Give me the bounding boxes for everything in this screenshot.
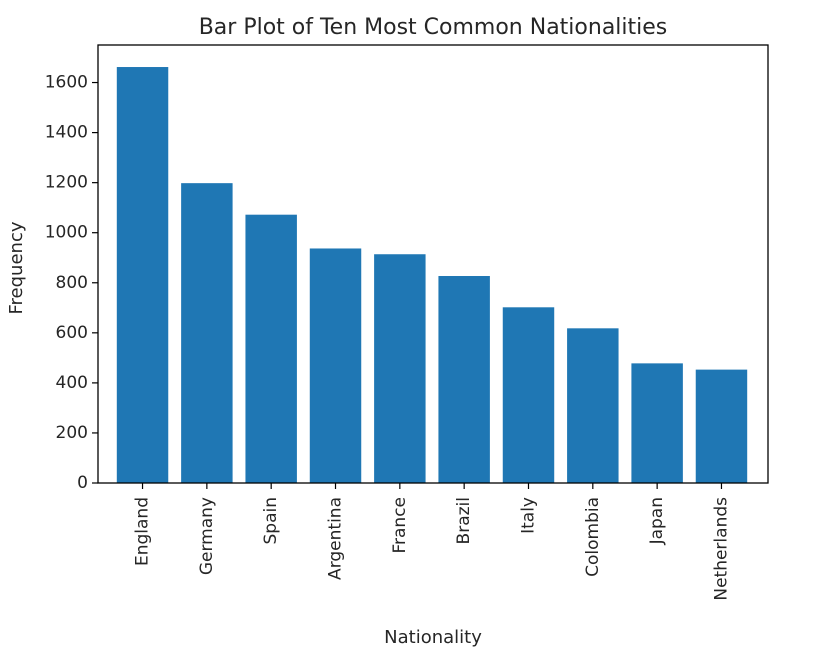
x-tick-label: Spain xyxy=(261,497,281,545)
y-tick-label: 1600 xyxy=(45,73,88,93)
x-tick-label: Netherlands xyxy=(711,497,731,601)
bar-colombia xyxy=(567,328,619,483)
y-tick-label: 1200 xyxy=(45,173,88,193)
x-axis: England Germany Spain Argentina France Brazil… xyxy=(133,483,731,601)
x-tick-label: Colombia xyxy=(583,497,603,577)
bar-england xyxy=(116,67,169,483)
bar-spain xyxy=(245,214,297,483)
bar-japan xyxy=(631,363,683,483)
x-tick-label: France xyxy=(390,497,410,554)
x-tick-label: Germany xyxy=(197,497,217,575)
y-tick-label: 200 xyxy=(56,423,88,443)
bar-netherlands xyxy=(695,369,748,483)
x-tick-label: England xyxy=(133,497,153,566)
y-tick-label: 600 xyxy=(56,323,88,343)
plot-area-frame xyxy=(97,44,769,484)
bar-brazil xyxy=(438,276,490,483)
x-tick-label: Italy xyxy=(518,497,538,534)
bar-italy xyxy=(502,307,555,483)
y-tick-label: 1400 xyxy=(45,123,88,143)
x-tick-label: Argentina xyxy=(326,497,346,580)
x-axis-label: Nationality xyxy=(384,627,482,648)
bars-group xyxy=(116,67,748,483)
x-tick-label: Japan xyxy=(647,497,667,545)
chart-title: Bar Plot of Ten Most Common Nationalitie… xyxy=(199,15,668,40)
y-axis-label: Frequency xyxy=(6,221,27,314)
x-tick-label: Brazil xyxy=(454,497,474,544)
y-tick-label: 400 xyxy=(56,373,88,393)
bar-argentina xyxy=(309,248,362,483)
bar-germany xyxy=(181,183,233,483)
y-axis: 0 200 400 600 800 1000 1200 1400 1600 xyxy=(45,73,98,493)
y-tick-label: 1000 xyxy=(45,223,88,243)
bar-france xyxy=(374,254,426,483)
y-tick-label: 0 xyxy=(77,473,88,493)
y-tick-label: 800 xyxy=(56,273,88,293)
